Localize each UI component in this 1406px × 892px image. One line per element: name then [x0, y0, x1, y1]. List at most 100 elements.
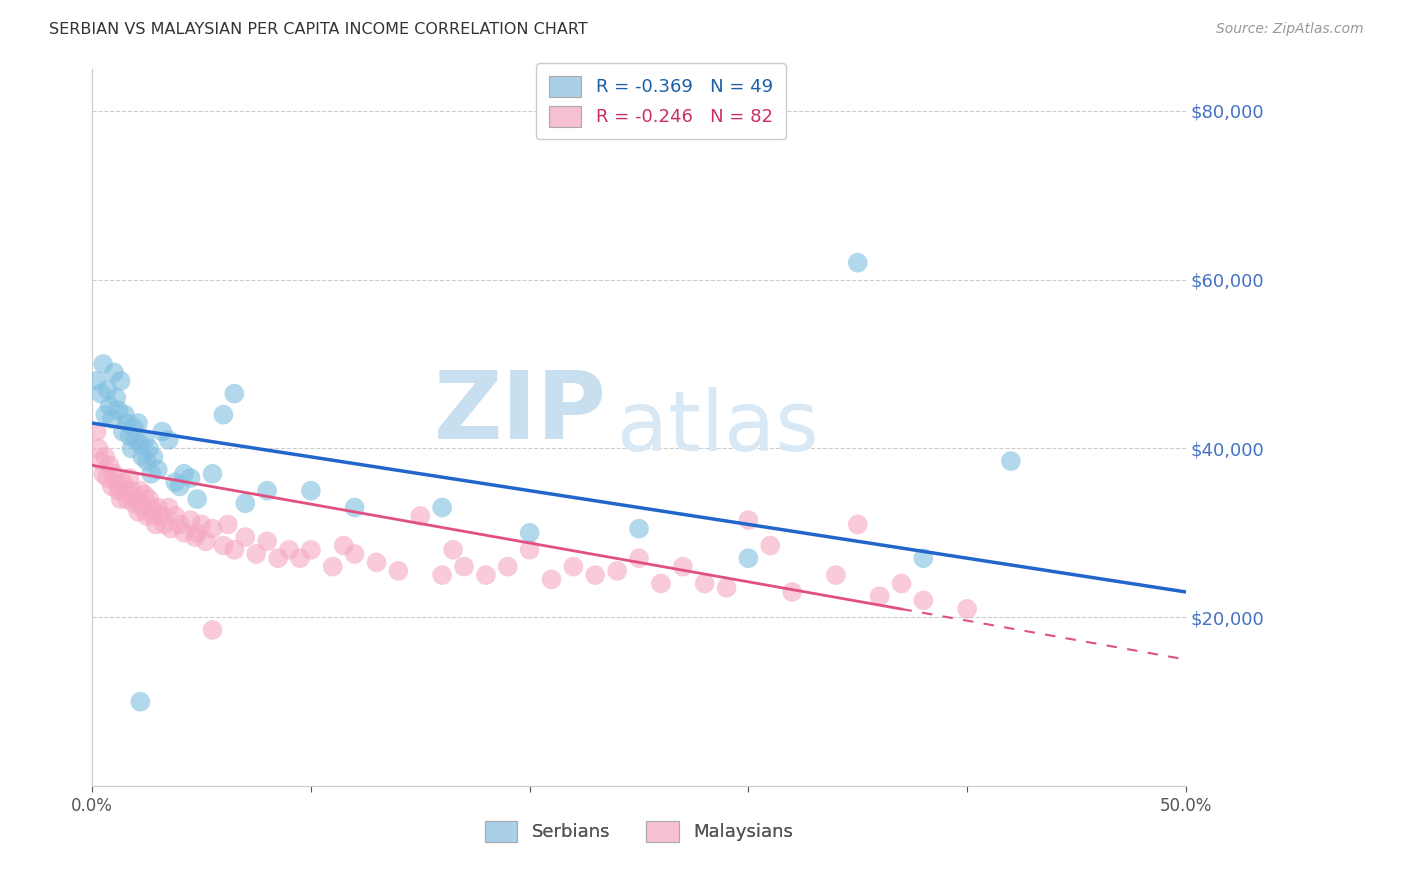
Point	[869, 589, 891, 603]
Point	[627, 522, 650, 536]
Point	[672, 559, 695, 574]
Point	[256, 483, 278, 498]
Point	[121, 483, 143, 498]
Point	[180, 471, 202, 485]
Point	[129, 483, 152, 498]
Point	[780, 585, 803, 599]
Point	[134, 433, 156, 447]
Point	[299, 483, 322, 498]
Point	[94, 408, 117, 422]
Point	[118, 471, 141, 485]
Point	[583, 568, 606, 582]
Point	[134, 488, 156, 502]
Point	[184, 530, 207, 544]
Point	[110, 492, 132, 507]
Point	[693, 576, 716, 591]
Point	[233, 530, 256, 544]
Point	[245, 547, 267, 561]
Point	[114, 408, 136, 422]
Point	[135, 454, 157, 468]
Point	[90, 454, 112, 468]
Point	[111, 475, 134, 490]
Point	[190, 517, 212, 532]
Point	[153, 517, 176, 532]
Point	[157, 433, 180, 447]
Point	[127, 505, 149, 519]
Point	[169, 517, 191, 532]
Legend: Serbians, Malaysians: Serbians, Malaysians	[478, 814, 800, 849]
Point	[562, 559, 585, 574]
Point	[322, 559, 344, 574]
Point	[101, 479, 124, 493]
Point	[846, 256, 869, 270]
Point	[186, 525, 208, 540]
Point	[212, 539, 235, 553]
Point	[186, 492, 208, 507]
Point	[343, 547, 366, 561]
Point	[86, 425, 108, 439]
Point	[212, 408, 235, 422]
Point	[332, 539, 354, 553]
Point	[890, 576, 912, 591]
Point	[846, 517, 869, 532]
Point	[101, 412, 124, 426]
Point	[90, 386, 112, 401]
Point	[180, 513, 202, 527]
Point	[150, 508, 173, 523]
Point	[145, 517, 167, 532]
Point	[217, 517, 239, 532]
Point	[142, 450, 165, 464]
Point	[115, 492, 138, 507]
Point	[146, 500, 169, 515]
Point	[540, 572, 562, 586]
Point	[141, 467, 163, 481]
Point	[1000, 454, 1022, 468]
Point	[737, 551, 759, 566]
Point	[131, 450, 153, 464]
Point	[343, 500, 366, 515]
Point	[606, 564, 628, 578]
Point	[267, 551, 290, 566]
Point	[135, 508, 157, 523]
Point	[627, 551, 650, 566]
Point	[118, 429, 141, 443]
Point	[142, 508, 165, 523]
Point	[96, 471, 118, 485]
Point	[650, 576, 672, 591]
Point	[141, 500, 163, 515]
Point	[441, 542, 464, 557]
Point	[475, 568, 498, 582]
Point	[299, 542, 322, 557]
Point	[169, 479, 191, 493]
Point	[87, 442, 110, 456]
Point	[94, 450, 117, 464]
Point	[107, 403, 129, 417]
Point	[122, 496, 145, 510]
Point	[105, 391, 128, 405]
Point	[224, 386, 246, 401]
Point	[912, 593, 935, 607]
Point	[173, 467, 195, 481]
Point	[453, 559, 475, 574]
Text: atlas: atlas	[617, 387, 818, 467]
Point	[173, 525, 195, 540]
Point	[201, 467, 224, 481]
Point	[96, 382, 118, 396]
Point	[165, 508, 187, 523]
Point	[125, 433, 148, 447]
Point	[430, 568, 453, 582]
Point	[737, 513, 759, 527]
Point	[430, 500, 453, 515]
Point	[956, 602, 979, 616]
Point	[107, 483, 129, 498]
Point	[111, 425, 134, 439]
Point	[86, 374, 108, 388]
Point	[91, 467, 114, 481]
Text: Source: ZipAtlas.com: Source: ZipAtlas.com	[1216, 22, 1364, 37]
Point	[519, 525, 541, 540]
Point	[98, 399, 121, 413]
Point	[194, 534, 217, 549]
Point	[103, 366, 125, 380]
Point	[201, 623, 224, 637]
Point	[150, 425, 173, 439]
